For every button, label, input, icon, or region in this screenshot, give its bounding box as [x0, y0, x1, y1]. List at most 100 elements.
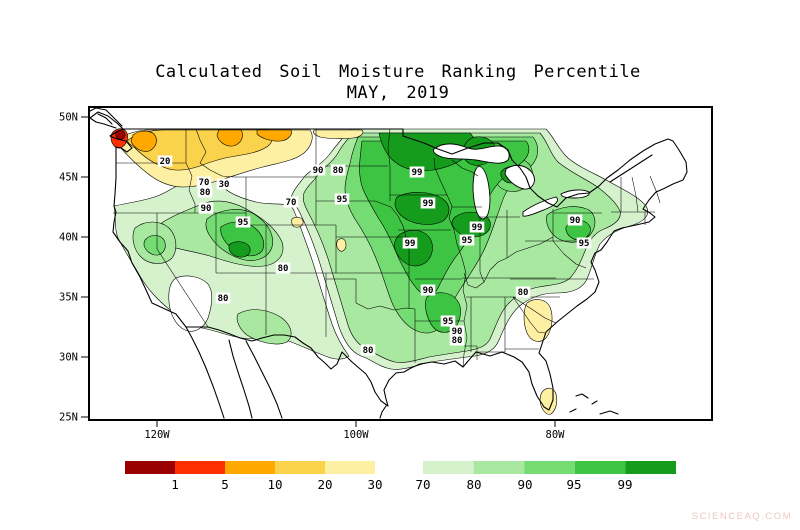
legend-value-label: 99	[617, 477, 632, 492]
foreign-coastlines	[89, 107, 653, 419]
fill-west-90-ca	[143, 235, 166, 256]
contour-label-box	[215, 292, 231, 304]
legend-swatch	[125, 461, 175, 474]
contour-label-box	[469, 221, 485, 233]
contour-label-box	[283, 196, 299, 208]
map-frame	[88, 106, 713, 421]
contour-label-box	[515, 286, 531, 298]
contour-label-box	[216, 178, 232, 190]
contour-label-box	[459, 234, 475, 246]
legend-swatch	[325, 461, 375, 474]
lake-erie	[522, 196, 558, 217]
contour-label: 99	[412, 168, 423, 178]
lon-axis: 120W 100W 80W	[144, 420, 565, 441]
legend-value-label: 90	[517, 477, 532, 492]
contour-label-box	[420, 284, 436, 296]
lat-axis: 50N 45N 40N 35N 30N 25N	[59, 112, 89, 424]
contour-label-box	[440, 315, 456, 327]
fill-fl-30	[539, 387, 558, 415]
contour-label-box	[576, 237, 592, 249]
legend-value-label: 95	[566, 477, 581, 492]
contour-label-box	[196, 176, 212, 188]
legend-value-label: 70	[415, 477, 430, 492]
fill-west-desert-white	[168, 275, 213, 332]
state-borders	[113, 128, 661, 368]
contour-label: 80	[518, 288, 529, 298]
contour-label: 99	[405, 239, 416, 249]
contour-label: 99	[472, 223, 483, 233]
legend-swatch	[423, 461, 474, 474]
lat-tick-label: 30N	[59, 352, 78, 364]
legend-dry: 1 5 10 20 30	[125, 461, 383, 492]
contour-label-box	[402, 237, 418, 249]
contour-label: 95	[579, 239, 590, 249]
lake-ontario	[560, 189, 590, 199]
fill-id-10	[216, 129, 243, 147]
contour-label: 20	[160, 157, 171, 167]
contour-label: 95	[337, 195, 348, 205]
contour-label: 90	[570, 216, 581, 226]
contour-label-box	[420, 197, 436, 209]
fill-mt-30	[313, 129, 364, 139]
fill-west-99-ut	[228, 241, 251, 258]
contour-label-box	[360, 344, 376, 356]
contour-label-box	[197, 186, 213, 198]
contour-label-box	[235, 216, 251, 228]
contour-label: 80	[218, 294, 229, 304]
lake-michigan	[472, 165, 491, 220]
legend-wet: 70 80 90 95 99	[415, 461, 676, 492]
contour-label-box	[567, 214, 583, 226]
contour-label: 70	[199, 178, 210, 188]
contour-label: 80	[278, 264, 289, 274]
legend-swatch	[225, 461, 275, 474]
contour-label-box	[330, 164, 346, 176]
contour-label: 99	[423, 199, 434, 209]
legend-swatch	[524, 461, 575, 474]
page-title: Calculated Soil Moisture Ranking Percent…	[155, 62, 641, 82]
lat-tick-label: 40N	[59, 232, 78, 244]
fill-mt-10	[256, 129, 292, 142]
contour-label: 95	[462, 236, 473, 246]
lat-tick-label: 35N	[59, 292, 78, 304]
contour-label: 80	[452, 336, 463, 346]
contour-label-box	[334, 193, 350, 205]
contour-label-box	[198, 202, 214, 214]
legend-value-label: 5	[221, 477, 229, 492]
legend-swatch	[473, 461, 525, 474]
contour-label-box	[449, 334, 465, 346]
legend-swatch	[275, 461, 325, 474]
legend-value-label: 80	[466, 477, 481, 492]
watermark: SCIENCEAQ.COM	[692, 511, 792, 522]
contour-label-box	[449, 325, 465, 337]
legend-value-label: 10	[267, 477, 282, 492]
contour-label-box	[310, 164, 326, 176]
lon-tick-label: 120W	[144, 429, 170, 441]
fill-plains-lens-2	[336, 238, 347, 252]
contour-label: 70	[286, 198, 297, 208]
contour-label: 95	[238, 218, 249, 228]
page-subtitle: MAY, 2019	[347, 83, 450, 103]
legend-swatch	[574, 461, 626, 474]
fill-ga-30	[523, 299, 553, 342]
great-lakes	[433, 143, 590, 220]
lake-huron	[504, 164, 535, 190]
lat-tick-label: 25N	[59, 412, 78, 424]
contour-label: 90	[201, 204, 212, 214]
contour-label-box	[275, 262, 291, 274]
contour-label-box	[157, 155, 173, 167]
contour-label: 90	[423, 286, 434, 296]
contour-label-box	[409, 166, 425, 178]
legend-value-label: 1	[171, 477, 179, 492]
legend-swatch	[175, 461, 225, 474]
contour-label: 80	[363, 346, 374, 356]
contour-label: 90	[452, 327, 463, 337]
contour-label: 80	[333, 166, 344, 176]
contour-label: 95	[443, 317, 454, 327]
lon-tick-label: 80W	[546, 429, 566, 441]
fill-plains-lens-1	[291, 216, 304, 228]
legend-swatch	[625, 461, 676, 474]
legend-value-label: 30	[367, 477, 382, 492]
contour-label: 90	[313, 166, 324, 176]
